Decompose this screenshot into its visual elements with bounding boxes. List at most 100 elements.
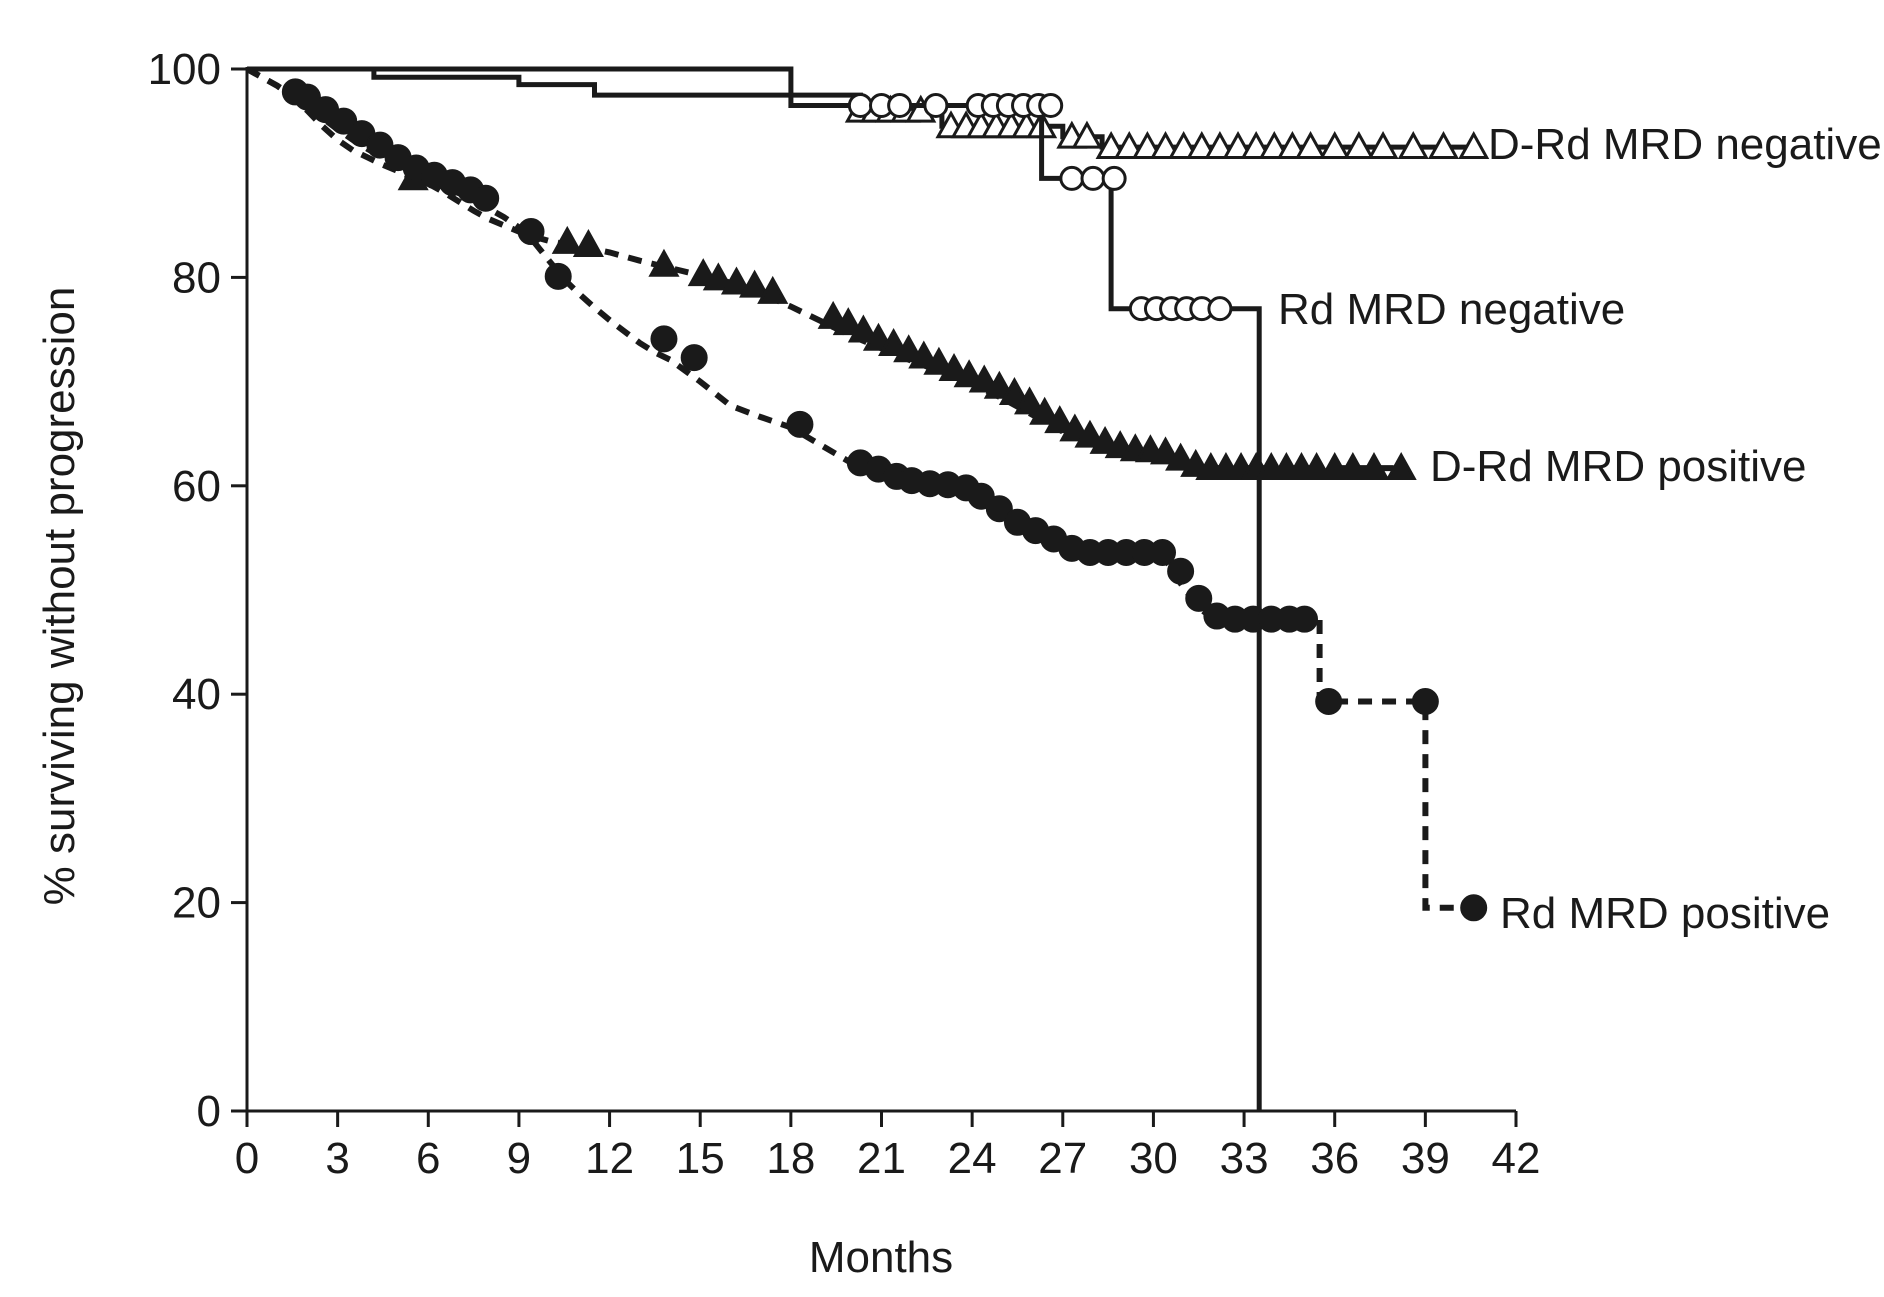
censor-marker-d-rd-mrd-positive (702, 262, 734, 291)
censor-marker-d-rd-mrd-negative (1458, 131, 1490, 160)
censor-marker-rd-mrd-positive (985, 495, 1013, 523)
censor-marker-d-rd-mrd-positive (862, 322, 895, 351)
censor-marker-rd-mrd-positive (1167, 557, 1195, 585)
censor-marker-rd-mrd-positive (472, 184, 500, 212)
censor-marker-d-rd-mrd-positive (1319, 451, 1351, 480)
censor-marker-rd-mrd-negative (1080, 165, 1106, 191)
censor-marker-d-rd-mrd-positive (847, 314, 879, 343)
censor-marker-d-rd-mrd-positive (1385, 451, 1417, 480)
censor-marker-d-rd-mrd-positive (1301, 451, 1333, 480)
censor-marker-d-rd-mrd-positive (893, 334, 925, 363)
x-tick-label: 0 (235, 1134, 259, 1183)
censor-marker-d-rd-mrd-positive (998, 376, 1030, 405)
censor-marker-d-rd-mrd-negative (1113, 131, 1145, 160)
x-tick-label: 27 (1038, 1134, 1087, 1183)
censor-marker-d-rd-mrd-positive (832, 307, 864, 336)
censor-marker-d-rd-mrd-negative (1131, 131, 1163, 160)
series-layer (245, 66, 1490, 1111)
y-axis-title: % surviving without progression (35, 287, 84, 906)
x-axis-title: Months (809, 1233, 953, 1282)
censor-marker-d-rd-mrd-positive (1014, 386, 1046, 415)
censor-marker-d-rd-mrd-negative (1258, 131, 1290, 160)
x-tick-label: 15 (676, 1134, 725, 1183)
censor-marker-d-rd-mrd-positive (1165, 442, 1197, 471)
censor-marker-d-rd-mrd-negative (1149, 131, 1182, 160)
censor-marker-rd-mrd-positive (650, 325, 678, 353)
censor-marker-rd-mrd-negative (1038, 92, 1064, 118)
censor-marker-d-rd-mrd-positive (1074, 419, 1106, 448)
censor-marker-rd-mrd-positive (1315, 687, 1343, 715)
series-label-rd-mrd-negative: Rd MRD negative (1278, 285, 1625, 334)
censor-marker-d-rd-mrd-positive (1149, 436, 1182, 465)
censor-marker-d-rd-mrd-negative (1168, 131, 1200, 160)
x-tick-label: 9 (507, 1134, 531, 1183)
censor-marker-d-rd-mrd-positive (1044, 405, 1076, 434)
censor-marker-d-rd-mrd-negative (1343, 131, 1375, 160)
censor-marker-rd-mrd-positive (1291, 605, 1318, 633)
censor-marker-d-rd-mrd-negative (1319, 131, 1351, 160)
censor-marker-d-rd-mrd-positive (923, 346, 955, 375)
censor-marker-rd-mrd-positive (517, 218, 545, 246)
y-tick-label: 100 (148, 45, 221, 94)
censor-marker-d-rd-mrd-negative (1186, 131, 1218, 160)
x-tick-label: 18 (766, 1134, 815, 1183)
censor-marker-rd-mrd-negative (923, 92, 949, 118)
series-rd-mrd-negative (247, 66, 1262, 1111)
x-tick-label: 42 (1492, 1134, 1541, 1183)
censor-marker-rd-mrd-negative (887, 92, 913, 118)
censor-marker-d-rd-mrd-positive (968, 364, 1000, 393)
x-tick-label: 33 (1220, 1134, 1269, 1183)
y-tick-label: 60 (172, 462, 221, 511)
series-line-d-rd-mrd-negative (247, 66, 1477, 150)
censor-marker-d-rd-mrd-positive (938, 353, 970, 381)
censor-marker-d-rd-mrd-negative (1240, 131, 1272, 160)
censor-marker-d-rd-mrd-positive (983, 370, 1015, 399)
censor-marker-d-rd-mrd-positive (953, 359, 985, 388)
censor-marker-d-rd-mrd-negative (1071, 120, 1103, 149)
censor-marker-d-rd-mrd-positive (648, 248, 680, 277)
x-tick-label: 30 (1129, 1134, 1178, 1183)
x-tick-label: 39 (1401, 1134, 1450, 1183)
y-tick-label: 40 (172, 670, 221, 719)
censor-marker-rd-mrd-negative (1101, 165, 1127, 191)
censor-marker-d-rd-mrd-positive (1059, 413, 1091, 442)
series-label-rd-mrd-positive: Rd MRD positive (1500, 889, 1830, 938)
censor-marker-d-rd-mrd-negative (1427, 131, 1460, 160)
x-tick-label: 3 (325, 1134, 349, 1183)
x-tick-label: 6 (416, 1134, 440, 1183)
series-label-drd-mrd-positive: D-Rd MRD positive (1430, 442, 1807, 491)
x-ticks: 0 3 6 9 12 15 18 21 24 27 30 33 36 39 42 (235, 1111, 1541, 1183)
x-tick-label: 24 (948, 1134, 997, 1183)
censor-marker-rd-mrd-positive (786, 410, 814, 438)
y-tick-label: 80 (172, 253, 221, 302)
censor-marker-rd-mrd-negative (1207, 296, 1233, 322)
series-rd-mrd-positive (245, 66, 1488, 922)
censor-marker-rd-mrd-positive (1185, 584, 1213, 612)
censor-marker-d-rd-mrd-positive (1337, 451, 1369, 480)
censor-marker-d-rd-mrd-positive (908, 340, 940, 369)
series-label-drd-mrd-negative: D-Rd MRD negative (1488, 120, 1882, 169)
series-labels: D-Rd MRD negative Rd MRD negative D-Rd M… (1278, 120, 1882, 938)
x-tick-label: 21 (857, 1134, 906, 1183)
censor-marker-rd-mrd-positive (1411, 687, 1439, 715)
censor-marker-d-rd-mrd-positive (551, 225, 583, 254)
series-d-rd-mrd-negative (247, 66, 1490, 160)
censor-marker-d-rd-mrd-negative (1397, 131, 1429, 160)
censor-marker-d-rd-mrd-negative (1276, 131, 1308, 160)
censor-marker-rd-mrd-positive (680, 344, 708, 372)
censor-marker-d-rd-mrd-negative (1095, 131, 1127, 160)
censor-marker-d-rd-mrd-positive (817, 300, 849, 329)
y-tick-label: 20 (172, 879, 221, 928)
censor-marker-d-rd-mrd-negative (1222, 131, 1254, 160)
censor-marker-d-rd-mrd-negative (1294, 131, 1327, 160)
censor-marker-rd-mrd-positive (1148, 538, 1176, 566)
censor-marker-d-rd-mrd-positive (878, 327, 910, 356)
x-tick-label: 36 (1310, 1134, 1359, 1183)
censor-marker-rd-mrd-negative (847, 92, 873, 118)
censor-marker-d-rd-mrd-positive (757, 275, 789, 304)
series-line-rd-mrd-negative (247, 66, 1262, 1111)
